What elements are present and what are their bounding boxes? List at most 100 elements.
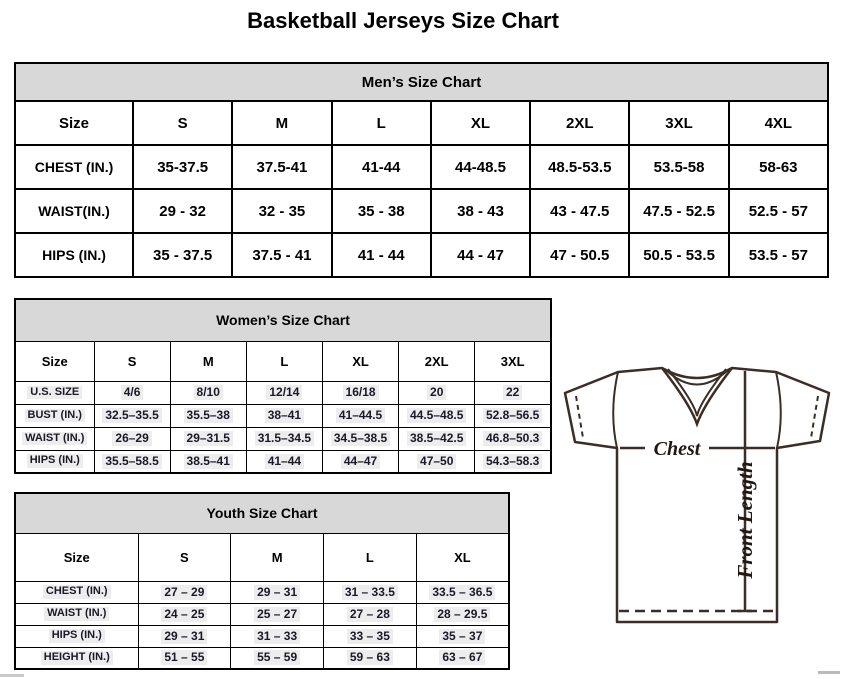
table-cell: 35 – 37 [415, 624, 510, 648]
table-cell: 4/6 [93, 380, 171, 405]
table-cell: 41–44.5 [321, 403, 400, 428]
table-row: WAIST(IN.) 29 - 32 32 - 35 35 - 38 38 - 43 43… [14, 188, 830, 234]
column-header-xl: XL [321, 340, 400, 382]
row-label: HEIGHT (IN.) [14, 646, 139, 670]
table-cell: 38.5–41 [169, 449, 247, 474]
table-row: HIPS (IN.) 29 – 31 31 – 33 33 – 35 35 – 37 [14, 624, 510, 648]
jersey-diagram: Chest Front Length [563, 366, 831, 624]
table-cell: 59 – 63 [323, 646, 417, 670]
row-label: HIPS (IN.) [14, 449, 95, 474]
table-cell: 44-48.5 [429, 144, 532, 190]
table-cell: 38 - 43 [429, 188, 532, 234]
table-cell: 34.5–38.5 [321, 426, 400, 451]
table-cell: 27 – 28 [323, 602, 417, 626]
table-cell: 12/14 [245, 380, 323, 405]
table-cell: 35 - 37.5 [131, 232, 234, 278]
table-cell: 29 – 31 [230, 580, 324, 604]
table-row: HIPS (IN.) 35 - 37.5 37.5 - 41 41 - 44 44 - … [14, 232, 830, 278]
table-cell: 44.5–48.5 [398, 403, 476, 428]
table-cell: 32.5–35.5 [93, 403, 171, 428]
table-cell: 35.5–58.5 [93, 449, 171, 474]
table-cell: 27 – 29 [137, 580, 232, 604]
vertical-scrollbar-fragment[interactable] [818, 671, 840, 674]
table-cell: 35 - 38 [330, 188, 432, 234]
column-header-m: M [230, 532, 324, 582]
table-cell: 55 – 59 [230, 646, 324, 670]
table-row: HEIGHT (IN.) 51 – 55 55 – 59 59 – 63 63 – 67 [14, 646, 510, 670]
column-header-3xl: 3XL [474, 340, 552, 382]
column-header-xl: XL [429, 100, 532, 146]
table-row: HIPS (IN.) 35.5–58.5 38.5–41 41–44 44–47 47–5… [14, 449, 552, 474]
table-cell: 25 – 27 [230, 602, 324, 626]
table-row: CHEST (IN.) 27 – 29 29 – 31 31 – 33.5 33.5 –… [14, 580, 510, 604]
table-cell: 44–47 [321, 449, 400, 474]
collar-v-outer [661, 367, 733, 428]
column-header-s: S [131, 100, 234, 146]
table-cell: 31.5–34.5 [245, 426, 323, 451]
table-cell: 47–50 [398, 449, 476, 474]
row-label: HIPS (IN.) [14, 624, 139, 648]
mens-table-title: Men’s Size Chart [14, 62, 829, 102]
right-armhole-seam [775, 371, 782, 449]
mens-size-table: Men’s Size Chart Size S M L XL 2XL 3XL 4XL CHEST … [14, 62, 830, 278]
table-cell: 16/18 [321, 380, 400, 405]
table-cell: 29 – 31 [137, 624, 232, 648]
column-header-m: M [169, 340, 247, 382]
column-header-size: Size [14, 532, 139, 582]
column-header-2xl: 2XL [529, 100, 631, 146]
column-header-l: L [245, 340, 323, 382]
table-cell: 47.5 - 52.5 [628, 188, 730, 234]
table-cell: 35-37.5 [131, 144, 234, 190]
table-cell: 47 - 50.5 [529, 232, 631, 278]
column-header-m: M [231, 100, 333, 146]
column-header-2xl: 2XL [398, 340, 476, 382]
table-cell: 53.5-58 [628, 144, 730, 190]
table-cell: 53.5 - 57 [727, 232, 830, 278]
column-header-s: S [93, 340, 171, 382]
column-header-size: Size [14, 340, 95, 382]
table-cell: 20 [398, 380, 476, 405]
row-label: WAIST (IN.) [14, 426, 95, 451]
table-cell: 38.5–42.5 [398, 426, 476, 451]
table-cell: 28 – 29.5 [415, 602, 510, 626]
table-cell: 41 - 44 [330, 232, 432, 278]
row-label: WAIST (IN.) [14, 602, 139, 626]
womens-size-table: Women’s Size Chart Size S M L XL 2XL 3XL U.S. SI… [14, 298, 552, 474]
table-cell: 54.3–58.3 [474, 449, 552, 474]
table-cell: 24 – 25 [137, 602, 232, 626]
table-cell: 22 [474, 380, 552, 405]
youth-table-title: Youth Size Chart [14, 492, 510, 534]
column-header-3xl: 3XL [628, 100, 730, 146]
table-cell: 44 - 47 [429, 232, 532, 278]
row-label: BUST (IN.) [14, 403, 95, 428]
left-armhole-seam [612, 371, 619, 449]
jersey-outline-shape [563, 366, 831, 624]
table-cell: 37.5 - 41 [231, 232, 333, 278]
row-label: CHEST (IN.) [14, 144, 134, 190]
collar-v-inner [667, 368, 727, 417]
table-cell: 32 - 35 [231, 188, 333, 234]
horizontal-scrollbar-fragment[interactable] [0, 674, 24, 677]
row-label: U.S. SIZE [14, 380, 95, 405]
column-header-s: S [137, 532, 232, 582]
table-cell: 38–41 [245, 403, 323, 428]
table-cell: 33 – 35 [323, 624, 417, 648]
table-cell: 29 - 32 [131, 188, 234, 234]
table-cell: 31 – 33 [230, 624, 324, 648]
table-cell: 51 – 55 [137, 646, 232, 670]
row-label: WAIST(IN.) [14, 188, 134, 234]
front-length-label: Front Length [733, 461, 757, 579]
column-header-size: Size [14, 100, 134, 146]
table-cell: 8/10 [169, 380, 247, 405]
row-label: HIPS (IN.) [14, 232, 134, 278]
table-cell: 50.5 - 53.5 [628, 232, 730, 278]
chest-label: Chest [654, 438, 702, 460]
table-cell: 37.5-41 [231, 144, 333, 190]
table-cell: 29–31.5 [169, 426, 247, 451]
table-cell: 48.5-53.5 [529, 144, 631, 190]
table-row: WAIST (IN.) 26–29 29–31.5 31.5–34.5 34.5–38.… [14, 426, 552, 451]
left-cuff-dashed-line [575, 395, 584, 439]
table-cell: 46.8–50.3 [474, 426, 552, 451]
right-cuff-dashed-line [810, 395, 819, 439]
table-cell: 63 – 67 [415, 646, 510, 670]
